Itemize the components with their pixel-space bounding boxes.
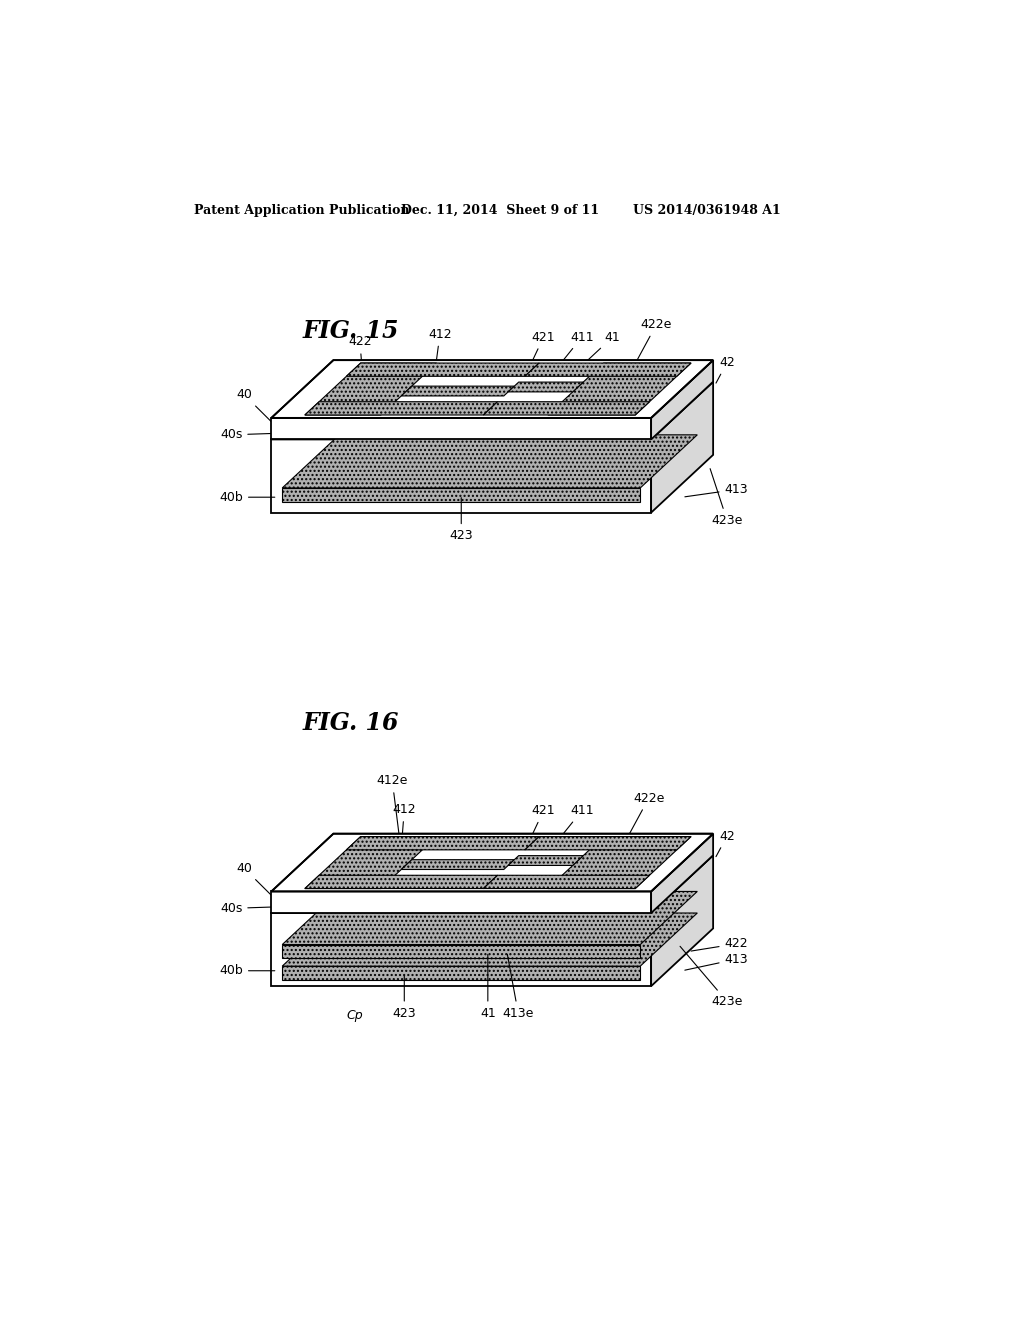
Polygon shape [525,837,691,850]
Text: 40b: 40b [219,491,274,504]
Polygon shape [271,913,651,986]
Polygon shape [271,891,651,913]
Polygon shape [271,381,713,440]
Polygon shape [548,837,691,888]
Polygon shape [548,363,691,414]
Polygon shape [271,418,651,440]
Polygon shape [305,837,436,888]
Polygon shape [283,913,697,966]
Text: 42: 42 [716,829,735,857]
Polygon shape [483,875,649,888]
Polygon shape [483,401,649,414]
Polygon shape [271,834,713,891]
Text: 423: 423 [450,498,473,543]
Text: 421: 421 [517,330,555,392]
Polygon shape [305,401,498,414]
Polygon shape [651,834,713,913]
Text: 422: 422 [348,335,372,389]
Polygon shape [651,360,713,440]
Polygon shape [525,363,691,376]
Polygon shape [508,855,584,866]
Polygon shape [283,891,697,945]
Text: 422e: 422e [631,318,672,372]
Polygon shape [346,363,540,376]
Text: Patent Application Publication: Patent Application Publication [194,205,410,218]
Text: 412: 412 [392,803,416,857]
Text: 411: 411 [538,804,594,866]
Polygon shape [401,387,514,396]
Text: Dec. 11, 2014  Sheet 9 of 11: Dec. 11, 2014 Sheet 9 of 11 [400,205,599,218]
Text: 423e: 423e [710,469,742,527]
Polygon shape [651,855,713,986]
Text: 423e: 423e [680,946,742,1008]
Polygon shape [271,360,713,418]
Polygon shape [283,488,640,502]
Text: 40s: 40s [220,902,274,915]
Polygon shape [271,440,651,512]
Text: 421: 421 [517,804,555,866]
Text: 423: 423 [392,975,416,1019]
Polygon shape [346,837,540,850]
Text: 40: 40 [237,862,273,898]
Text: 40b: 40b [219,964,274,977]
Text: 422: 422 [691,937,749,952]
Text: FIG. 16: FIG. 16 [302,711,399,735]
Polygon shape [305,875,498,888]
Text: FIG. 15: FIG. 15 [302,318,399,343]
Text: 41: 41 [480,954,496,1019]
Polygon shape [271,855,713,913]
Polygon shape [305,363,436,414]
Text: US 2014/0361948 A1: US 2014/0361948 A1 [633,205,781,218]
Text: 40: 40 [237,388,273,424]
Polygon shape [401,859,514,870]
Polygon shape [283,945,640,958]
Polygon shape [651,381,713,512]
Text: 411: 411 [538,330,594,392]
Text: 412: 412 [428,327,452,389]
Text: 413e: 413e [503,954,534,1019]
Text: 41: 41 [553,330,621,393]
Text: 422e: 422e [623,792,665,846]
Text: 413: 413 [685,953,749,970]
Text: Cp: Cp [346,1008,364,1022]
Text: 40s: 40s [220,428,274,441]
Polygon shape [508,381,584,392]
Text: 413: 413 [685,483,749,496]
Text: 412e: 412e [377,775,408,840]
Polygon shape [283,966,640,979]
Polygon shape [283,434,697,488]
Text: 42: 42 [716,356,735,383]
